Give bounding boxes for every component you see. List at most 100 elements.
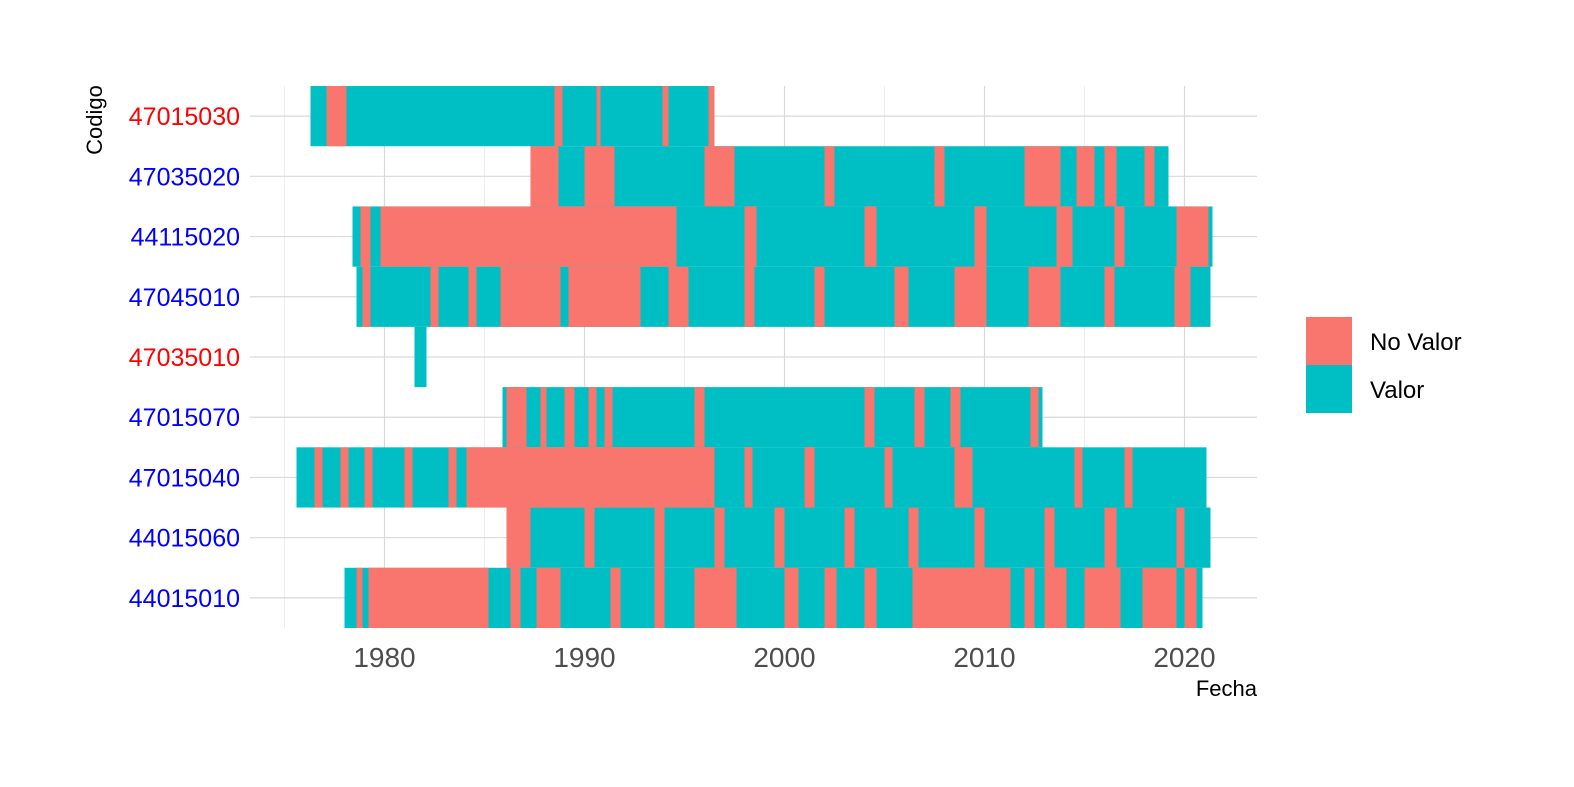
no-valor-span xyxy=(1074,447,1083,508)
no-valor-span xyxy=(584,507,595,568)
no-valor-span xyxy=(1084,567,1121,628)
y-tick-label: 47035010 xyxy=(129,344,240,372)
no-valor-span xyxy=(864,567,877,628)
no-valor-span xyxy=(1114,206,1125,267)
valor-span xyxy=(356,266,1211,327)
no-valor-span xyxy=(934,146,945,207)
y-tick-label: 47015040 xyxy=(129,464,240,492)
no-valor-span xyxy=(814,266,825,327)
no-valor-span xyxy=(500,266,561,327)
y-tick-label: 47015070 xyxy=(129,404,240,432)
no-valor-span xyxy=(654,507,665,568)
bar-row-47035020 xyxy=(530,146,1169,207)
no-valor-span xyxy=(1176,507,1185,568)
no-valor-span xyxy=(884,447,893,508)
no-valor-span xyxy=(824,567,837,628)
no-valor-span xyxy=(1144,146,1155,207)
no-valor-span xyxy=(864,387,875,448)
bar-row-44015060 xyxy=(506,507,1211,568)
y-tick-label: 44015060 xyxy=(129,525,240,553)
legend-swatch xyxy=(1306,317,1352,365)
no-valor-span xyxy=(974,507,985,568)
no-valor-span xyxy=(530,146,559,207)
no-valor-span xyxy=(1076,146,1095,207)
no-valor-span xyxy=(448,447,457,508)
no-valor-span xyxy=(604,387,613,448)
no-valor-span xyxy=(610,567,621,628)
no-valor-span xyxy=(704,146,735,207)
x-tick-labels: 1980 1990 2000 2010 2020 xyxy=(353,642,1215,673)
legend-label: No Valor xyxy=(1370,329,1462,356)
no-valor-span xyxy=(954,266,987,327)
legend-label: Valor xyxy=(1370,377,1424,404)
no-valor-span xyxy=(1044,507,1055,568)
valor-span xyxy=(414,326,427,388)
no-valor-span xyxy=(468,266,477,327)
no-valor-span xyxy=(1142,567,1177,628)
y-tick-labels: 47015030 47035020 44115020 47045010 47035010… xyxy=(129,103,240,613)
bar-row-47015030 xyxy=(310,86,715,147)
bar-row-47015040 xyxy=(296,447,1207,508)
no-valor-span xyxy=(430,266,439,327)
no-valor-span xyxy=(694,387,705,448)
y-tick-label: 47015030 xyxy=(129,103,240,131)
no-valor-span xyxy=(340,447,349,508)
legend-swatch xyxy=(1306,365,1352,413)
no-valor-span xyxy=(894,266,909,327)
no-valor-span xyxy=(654,567,665,628)
no-valor-span xyxy=(744,447,753,508)
no-valor-span xyxy=(1184,567,1197,628)
no-valor-span xyxy=(362,266,371,327)
no-valor-span xyxy=(804,447,815,508)
valor-span xyxy=(506,507,1211,568)
no-valor-span xyxy=(1124,447,1133,508)
bar-row-44115020 xyxy=(352,206,1213,267)
no-valor-span xyxy=(326,86,347,147)
no-valor-span xyxy=(824,146,835,207)
no-valor-span xyxy=(954,447,973,508)
valor-span xyxy=(502,387,1043,448)
valor-span xyxy=(530,146,1169,207)
no-valor-span xyxy=(1028,266,1061,327)
no-valor-span xyxy=(784,567,799,628)
no-valor-span xyxy=(314,447,323,508)
no-valor-span xyxy=(1104,146,1117,207)
no-valor-span xyxy=(1174,266,1191,327)
no-valor-span xyxy=(1056,206,1073,267)
no-valor-span xyxy=(506,387,527,448)
legend: No Valor Valor xyxy=(1306,317,1462,413)
no-valor-span xyxy=(914,387,925,448)
y-tick-label: 44015010 xyxy=(129,585,240,613)
y-tick-label: 47045010 xyxy=(129,284,240,312)
y-tick-label: 47035020 xyxy=(129,163,240,191)
bars xyxy=(296,86,1213,628)
no-valor-span xyxy=(356,567,363,628)
no-valor-span xyxy=(708,86,715,147)
no-valor-span xyxy=(1024,567,1035,628)
bar-row-47015070 xyxy=(502,387,1043,448)
no-valor-span xyxy=(506,507,531,568)
no-valor-span xyxy=(368,567,489,628)
no-valor-span xyxy=(744,266,755,327)
x-axis-title: Fecha xyxy=(1196,676,1258,701)
no-valor-span xyxy=(466,447,715,508)
no-valor-span xyxy=(1044,567,1067,628)
x-tick-label: 1980 xyxy=(353,642,415,673)
no-valor-span xyxy=(1104,266,1115,327)
no-valor-span xyxy=(1104,507,1117,568)
no-valor-span xyxy=(588,387,597,448)
no-valor-span xyxy=(714,507,725,568)
no-valor-span xyxy=(912,567,1011,628)
x-tick-label: 2010 xyxy=(953,642,1015,673)
no-valor-span xyxy=(774,507,785,568)
no-valor-span xyxy=(1030,387,1039,448)
no-valor-span xyxy=(596,86,601,147)
x-tick-label: 2020 xyxy=(1153,642,1215,673)
x-tick-label: 2000 xyxy=(753,642,815,673)
no-valor-span xyxy=(668,266,689,327)
no-valor-span xyxy=(1024,146,1061,207)
no-valor-span xyxy=(568,266,641,327)
no-valor-span xyxy=(360,206,371,267)
bar-row-44015010 xyxy=(344,567,1203,628)
no-valor-span xyxy=(1176,206,1209,267)
